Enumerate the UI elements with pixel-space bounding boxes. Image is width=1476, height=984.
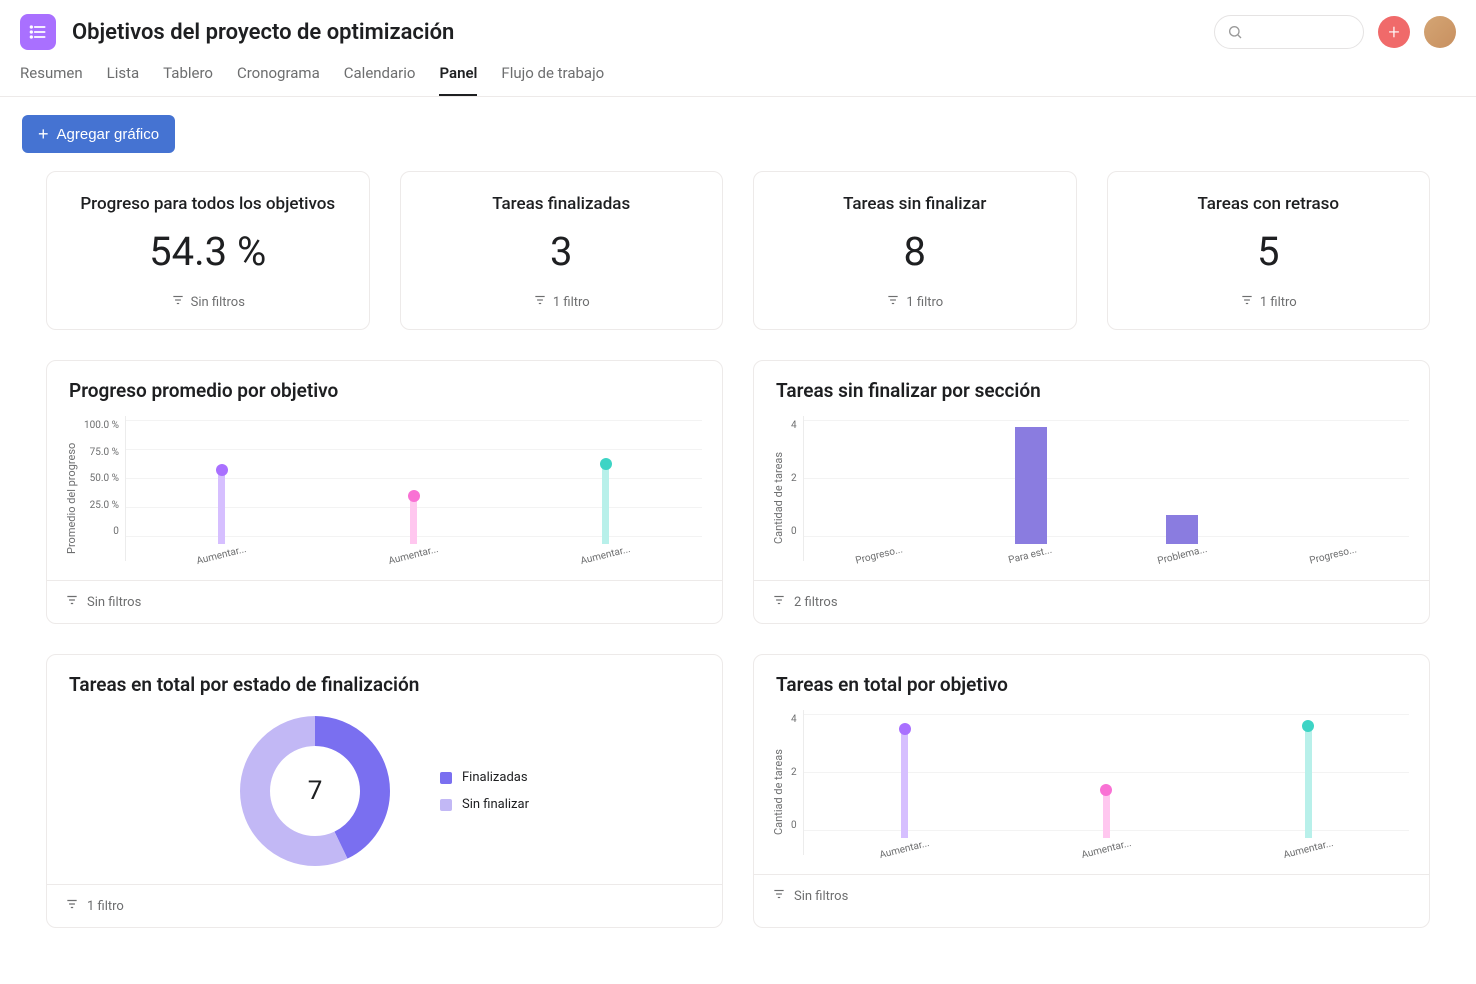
tab-cronograma[interactable]: Cronograma <box>237 64 320 96</box>
header: Objetivos del proyecto de optimización + <box>0 0 1476 50</box>
lollipop-item: Aumentar... <box>566 458 646 561</box>
stat-value: 5 <box>1124 228 1414 275</box>
plot-area: Aumentar... Aumentar... Aumentar... <box>125 416 702 561</box>
chart-donut-card: Tareas en total por estado de finalizaci… <box>46 654 723 928</box>
chart-total-obj-title: Tareas en total por objetivo <box>754 655 1429 704</box>
chart-total-obj-card: Tareas en total por objetivo Cantiad de … <box>753 654 1430 928</box>
tab-tablero[interactable]: Tablero <box>163 64 213 96</box>
y-ticks: 420 <box>787 710 803 855</box>
filter-icon <box>533 293 547 311</box>
page-title: Objetivos del proyecto de optimización <box>72 20 454 45</box>
tab-panel[interactable]: Panel <box>439 64 477 96</box>
filter-icon <box>772 593 786 611</box>
filter-icon <box>886 293 900 311</box>
donut-center-value: 7 <box>240 716 390 866</box>
stat-value: 54.3 % <box>63 228 353 275</box>
stat-title: Tareas sin finalizar <box>770 194 1060 214</box>
chart-progress-plot: Promedio del progreso100.0 %75.0 %50.0 %… <box>47 410 722 580</box>
tabs: Resumen Lista Tablero Cronograma Calendario P… <box>0 50 1476 97</box>
stat-title: Tareas con retraso <box>1124 194 1414 214</box>
plot-area: Aumentar... Aumentar... Aumentar... <box>803 710 1409 855</box>
filter-icon <box>772 887 786 905</box>
chart-unfinished-title: Tareas sin finalizar por sección <box>754 361 1429 410</box>
chart-donut-plot: 7 Finalizadas Sin finalizar <box>47 704 722 884</box>
lollipop-item: Aumentar... <box>865 723 945 855</box>
legend-item: Sin finalizar <box>440 797 529 812</box>
charts-row-1: Progreso promedio por objetivo Promedio … <box>0 360 1476 654</box>
y-axis-label: Cantiad de tareas <box>770 710 787 874</box>
y-axis-label: Promedio del progreso <box>63 416 80 580</box>
bar-item: Progreso... <box>1293 544 1373 561</box>
filter-icon <box>1240 293 1254 311</box>
stat-title: Progreso para todos los objetivos <box>63 194 353 214</box>
chart-progress-title: Progreso promedio por objetivo <box>47 361 722 410</box>
add-chart-label: Agregar gráfico <box>57 126 160 143</box>
y-ticks: 100.0 %75.0 %50.0 %25.0 %0 <box>80 416 125 561</box>
stat-title: Tareas finalizadas <box>417 194 707 214</box>
filter-icon <box>65 897 79 915</box>
bar-item: Progreso... <box>839 544 919 561</box>
avatar[interactable] <box>1424 16 1456 48</box>
chart-donut-footer[interactable]: 1 filtro <box>47 884 722 927</box>
bar-item: Problema... <box>1142 515 1222 561</box>
project-icon <box>20 14 56 50</box>
tab-flujo-de-trabajo[interactable]: Flujo de trabajo <box>501 64 604 96</box>
legend: Finalizadas Sin finalizar <box>440 770 529 812</box>
chart-progress-footer[interactable]: Sin filtros <box>47 580 722 623</box>
donut: 7 <box>240 716 390 866</box>
stat-card-2[interactable]: Tareas sin finalizar 8 1 filtro <box>753 171 1077 330</box>
chart-unfinished-plot: Cantidad de tareas420 Progreso... Para est… <box>754 410 1429 580</box>
stat-card-1[interactable]: Tareas finalizadas 3 1 filtro <box>400 171 724 330</box>
plus-icon: + <box>38 125 49 143</box>
legend-item: Finalizadas <box>440 770 529 785</box>
plot-area: Progreso... Para est... Problema... Progres… <box>803 416 1409 561</box>
tab-calendario[interactable]: Calendario <box>344 64 416 96</box>
stat-footer: 1 filtro <box>417 293 707 311</box>
add-chart-button[interactable]: + Agregar gráfico <box>22 115 175 153</box>
stat-card-0[interactable]: Progreso para todos los objetivos 54.3 % S… <box>46 171 370 330</box>
charts-row-2: Tareas en total por estado de finalizaci… <box>0 654 1476 958</box>
stat-value: 3 <box>417 228 707 275</box>
add-button[interactable]: + <box>1378 16 1410 48</box>
y-axis-label: Cantidad de tareas <box>770 416 787 580</box>
chart-donut-title: Tareas en total por estado de finalizaci… <box>47 655 722 704</box>
toolbar: + Agregar gráfico <box>0 97 1476 171</box>
filter-icon <box>171 293 185 311</box>
chart-total-obj-plot: Cantiad de tareas420Aumentar...Aumentar.… <box>754 704 1429 874</box>
bar-item: Para est... <box>991 427 1071 561</box>
lollipop-item: Aumentar... <box>1066 784 1146 855</box>
stat-footer: 1 filtro <box>1124 293 1414 311</box>
stat-cards-row: Progreso para todos los objetivos 54.3 % S… <box>0 171 1476 360</box>
lollipop-item: Aumentar... <box>374 490 454 561</box>
chart-total-obj-footer[interactable]: Sin filtros <box>754 874 1429 917</box>
chart-progress-card: Progreso promedio por objetivo Promedio … <box>46 360 723 624</box>
tab-lista[interactable]: Lista <box>107 64 140 96</box>
lollipop-item: Aumentar... <box>182 464 262 561</box>
chart-unfinished-footer[interactable]: 2 filtros <box>754 580 1429 623</box>
chart-unfinished-card: Tareas sin finalizar por sección Cantida… <box>753 360 1430 624</box>
stat-footer: 1 filtro <box>770 293 1060 311</box>
stat-card-3[interactable]: Tareas con retraso 5 1 filtro <box>1107 171 1431 330</box>
tab-resumen[interactable]: Resumen <box>20 64 83 96</box>
y-ticks: 420 <box>787 416 803 561</box>
lollipop-item: Aumentar... <box>1268 720 1348 855</box>
search-input[interactable] <box>1214 15 1364 49</box>
stat-footer: Sin filtros <box>63 293 353 311</box>
stat-value: 8 <box>770 228 1060 275</box>
filter-icon <box>65 593 79 611</box>
